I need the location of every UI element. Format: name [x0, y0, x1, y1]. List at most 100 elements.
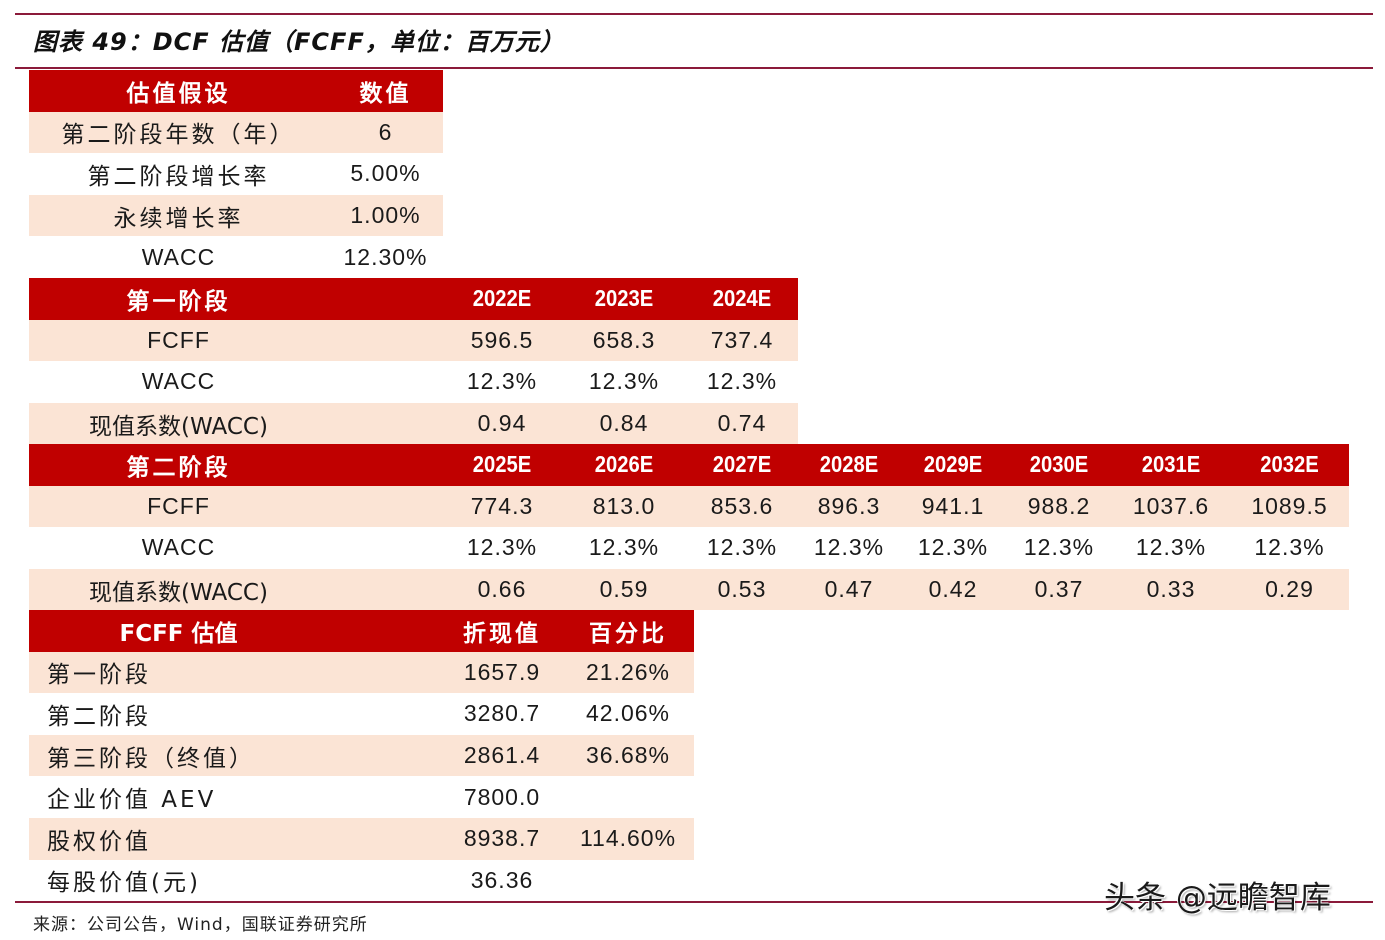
table-row: 现值系数(WACC) 0.66 0.59 0.53 0.47 0.42 0.37…: [29, 568, 1349, 611]
row-value: 8938.7: [463, 825, 541, 852]
spacer-cell: [328, 776, 442, 818]
row-value: 12.3%: [588, 534, 660, 561]
row-value: 114.60%: [579, 825, 677, 852]
row-label: WACC: [141, 368, 216, 395]
stage2-header-row: 第二阶段 2025E 2026E 2027E 2028E 2029E 2030E…: [29, 444, 1349, 486]
table-row: 每股价值(元) 36.36: [29, 859, 694, 902]
row-value: 21.26%: [585, 658, 670, 685]
header-cell: 第一阶段: [126, 288, 231, 315]
row-value: 36.36: [470, 866, 534, 893]
figure-title: 图表 49：DCF 估值（FCFF，单位：百万元）: [33, 28, 565, 56]
row-value: 3280.7: [463, 700, 541, 727]
bottom-rule: [15, 901, 1373, 903]
row-value: 941.1: [921, 492, 985, 519]
row-value: 896.3: [817, 492, 881, 519]
valuation-table: FCFF 估值 折现值 百分比 第一阶段 1657.9 21.26% 第二阶段 …: [29, 610, 694, 902]
table-row: FCFF 774.3 813.0 853.6 896.3 941.1 988.2…: [29, 485, 1349, 528]
row-value: 0.84: [599, 410, 649, 437]
row-value: 0.42: [928, 576, 978, 603]
row-value: 0.33: [1146, 576, 1196, 603]
row-value: 0.66: [477, 576, 527, 603]
row-label: 现值系数(WACC): [89, 413, 268, 440]
year-header: 2029E: [923, 451, 983, 478]
table-row: 股权价值 8938.7 114.60%: [29, 817, 694, 860]
table-row: 企业价值 AEV 7800.0: [29, 776, 694, 818]
year-header: 2032E: [1260, 451, 1319, 478]
year-header: 2022E: [472, 285, 532, 312]
row-value: 12.3%: [466, 534, 538, 561]
row-value: 5.00%: [350, 160, 421, 187]
spacer-cell: [328, 735, 442, 777]
table-row: 第二阶段年数（年） 6: [29, 111, 443, 154]
row-value: 12.3%: [1254, 534, 1325, 561]
row-value: 12.3%: [706, 534, 778, 561]
header-cell: 折现值: [463, 620, 541, 647]
table-row: FCFF 596.5 658.3 737.4: [29, 319, 798, 362]
row-label: 第二阶段增长率: [87, 163, 270, 190]
spacer-cell: [328, 278, 442, 320]
row-label: FCFF: [147, 492, 210, 519]
row-value: 737.4: [710, 326, 774, 353]
year-header: 2027E: [712, 451, 772, 478]
table-row: WACC 12.3% 12.3% 12.3%: [29, 361, 798, 403]
year-header: 2028E: [819, 451, 879, 478]
row-value: 988.2: [1027, 492, 1091, 519]
spacer-cell: [328, 610, 442, 652]
table-row: 第三阶段（终值） 2861.4 36.68%: [29, 734, 694, 777]
row-label: 第二阶段年数（年）: [61, 122, 296, 149]
header-cell: 估值假设: [126, 80, 231, 107]
year-header: 2024E: [712, 285, 772, 312]
row-value: 658.3: [592, 326, 656, 353]
stage1-header-row: 第一阶段 2022E 2023E 2024E: [29, 278, 798, 320]
spacer-cell: [328, 652, 442, 694]
row-value: 42.06%: [585, 700, 670, 727]
header-cell: 第二阶段: [126, 454, 231, 481]
table-row: 永续增长率 1.00%: [29, 194, 443, 237]
spacer-cell: [328, 403, 442, 445]
assumptions-header-row: 估值假设 数值: [29, 70, 443, 112]
row-label: 第一阶段: [47, 662, 151, 689]
row-label: 第三阶段（终值）: [47, 745, 255, 772]
row-value: 12.3%: [813, 534, 885, 561]
spacer-cell: [328, 860, 442, 902]
year-header: 2025E: [472, 451, 532, 478]
row-label: 现值系数(WACC): [89, 579, 268, 606]
table-row: 第二阶段增长率 5.00%: [29, 153, 443, 195]
watermark: 头条 @远瞻智库: [1104, 880, 1331, 916]
top-rule: [15, 13, 1373, 15]
row-value: 1.00%: [350, 202, 421, 229]
row-value: 6: [378, 118, 393, 145]
year-header: 2023E: [594, 285, 654, 312]
assumptions-table: 估值假设 数值 第二阶段年数（年） 6 第二阶段增长率 5.00% 永续增长率 …: [29, 70, 443, 278]
row-value: 36.68%: [585, 742, 670, 769]
row-value: [562, 776, 694, 818]
row-value: 12.3%: [1135, 534, 1207, 561]
row-value: 12.3%: [1023, 534, 1095, 561]
row-value: 0.37: [1034, 576, 1084, 603]
header-cell: FCFF 估值: [119, 620, 238, 647]
spacer-cell: [328, 693, 442, 735]
stage1-table: 第一阶段 2022E 2023E 2024E FCFF 596.5 658.3 …: [29, 278, 798, 445]
row-label: 每股价值(元): [47, 870, 201, 897]
spacer-cell: [328, 444, 442, 486]
table-row: 第二阶段 3280.7 42.06%: [29, 693, 694, 735]
source-note: 来源：公司公告，Wind，国联证券研究所: [33, 915, 368, 935]
table-row: 第一阶段 1657.9 21.26%: [29, 651, 694, 694]
spacer-cell: [328, 361, 442, 403]
row-value: 2861.4: [463, 742, 541, 769]
spacer-cell: [328, 569, 442, 611]
row-value: 1037.6: [1132, 492, 1210, 519]
row-label: WACC: [141, 243, 216, 270]
row-value: [562, 860, 694, 902]
spacer-cell: [328, 527, 442, 569]
row-value: 596.5: [470, 326, 534, 353]
row-label: FCFF: [147, 326, 210, 353]
row-label: 第二阶段: [47, 703, 151, 730]
header-cell: 百分比: [589, 620, 667, 647]
table-row: WACC 12.3% 12.3% 12.3% 12.3% 12.3% 12.3%…: [29, 527, 1349, 569]
spacer-cell: [328, 818, 442, 860]
title-rule: [15, 67, 1373, 69]
row-value: 12.3%: [706, 368, 778, 395]
table-row: 现值系数(WACC) 0.94 0.84 0.74: [29, 402, 798, 445]
row-value: 0.47: [824, 576, 874, 603]
